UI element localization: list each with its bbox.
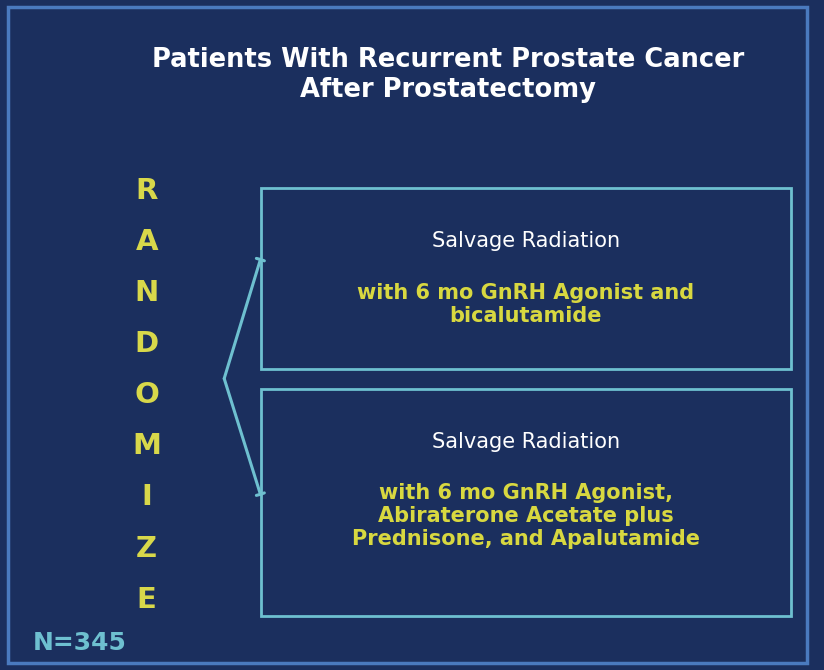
Text: O: O <box>134 381 159 409</box>
Text: E: E <box>137 586 157 614</box>
Text: N=345: N=345 <box>33 631 127 655</box>
Text: I: I <box>141 484 152 511</box>
FancyBboxPatch shape <box>261 188 791 368</box>
Text: D: D <box>134 330 159 358</box>
Text: A: A <box>135 228 158 256</box>
Text: R: R <box>136 177 158 205</box>
Text: Salvage Radiation: Salvage Radiation <box>432 231 620 251</box>
FancyBboxPatch shape <box>8 7 807 663</box>
Text: with 6 mo GnRH Agonist,
Abiraterone Acetate plus
Prednisone, and Apalutamide: with 6 mo GnRH Agonist, Abiraterone Acet… <box>352 482 700 549</box>
Text: Patients With Recurrent Prostate Cancer
After Prostatectomy: Patients With Recurrent Prostate Cancer … <box>152 47 745 103</box>
FancyBboxPatch shape <box>261 389 791 616</box>
Text: Salvage Radiation: Salvage Radiation <box>432 432 620 452</box>
Text: N: N <box>134 279 159 307</box>
Text: Z: Z <box>136 535 157 563</box>
Text: M: M <box>132 432 162 460</box>
Text: with 6 mo GnRH Agonist and
bicalutamide: with 6 mo GnRH Agonist and bicalutamide <box>358 283 695 326</box>
